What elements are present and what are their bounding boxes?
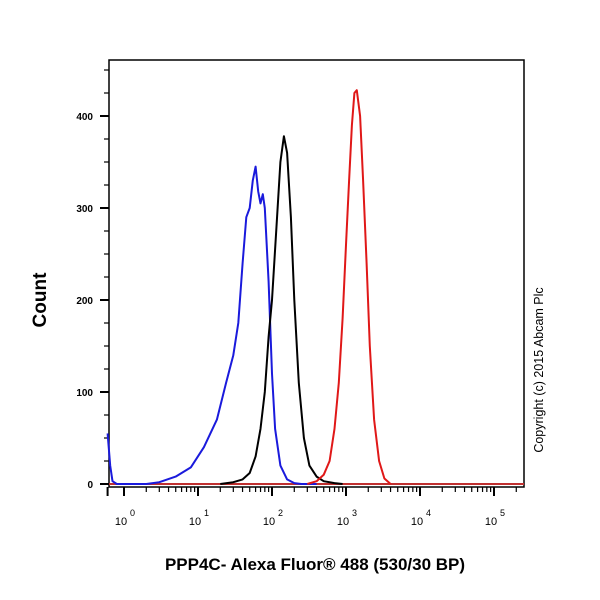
- y-axis-label: Count: [30, 272, 51, 328]
- x-tick-label: 10: [189, 516, 201, 528]
- x-tick-label: 10: [115, 516, 127, 528]
- copyright-annotation: Copyright (c) 2015 Abcam Plc: [532, 287, 546, 453]
- y-tick-label: 200: [76, 296, 93, 307]
- svg-text:4: 4: [426, 508, 431, 518]
- svg-text:1: 1: [204, 508, 209, 518]
- y-tick-label: 400: [76, 112, 93, 123]
- svg-text:3: 3: [352, 508, 357, 518]
- series-black: [220, 135, 343, 485]
- y-tick-label: 300: [76, 204, 93, 215]
- svg-text:5: 5: [500, 508, 505, 518]
- plot-frame: [108, 59, 525, 488]
- x-axis-label: PPP4C- Alexa Fluor® 488 (530/30 BP): [164, 555, 466, 574]
- series-blue: [106, 165, 317, 485]
- series-red: [307, 89, 392, 485]
- y-tick-label: 0: [87, 480, 93, 491]
- x-tick-label: 10: [263, 516, 275, 528]
- x-tick-label: 10: [411, 516, 423, 528]
- svg-text:2: 2: [278, 508, 283, 518]
- y-tick-label: 100: [76, 388, 93, 399]
- svg-text:0: 0: [130, 508, 135, 518]
- x-tick-label: 10: [485, 516, 497, 528]
- x-tick-label: 10: [337, 516, 349, 528]
